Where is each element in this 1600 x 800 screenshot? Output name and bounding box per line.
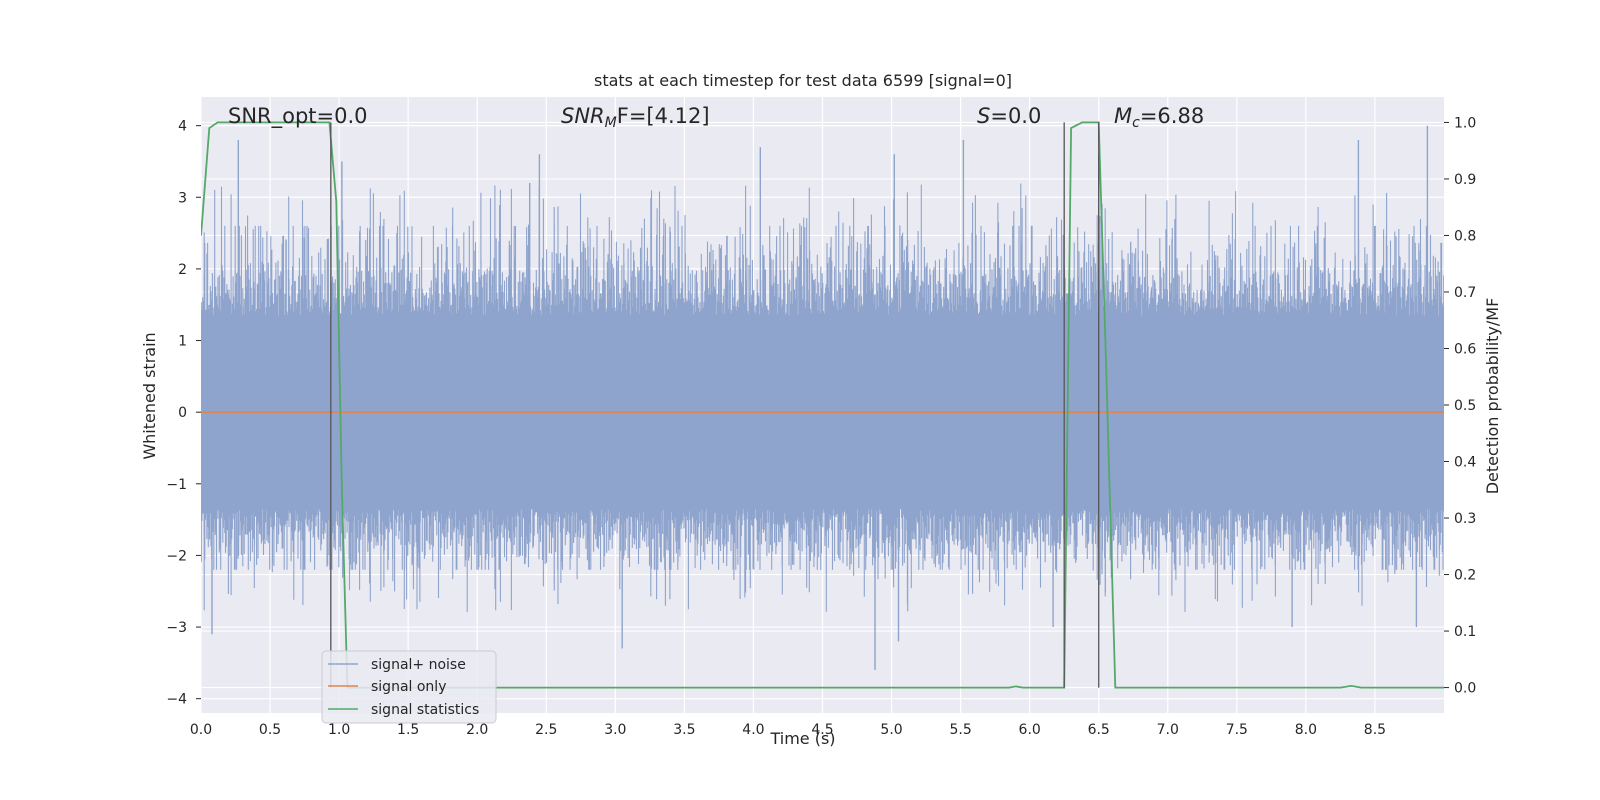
y-tick-label: −4 <box>166 692 187 708</box>
y2-tick-label: 0.0 <box>1454 681 1476 697</box>
signal-statistics-line <box>201 121 1444 689</box>
y2-tick-label: 0.6 <box>1454 341 1476 357</box>
annotations: SNR_opt=0.0 SNRMF=[4.12] S=0.0 Mc=6.88 <box>228 104 1204 131</box>
x-tick-label: 0.5 <box>259 722 281 738</box>
annotation-s: S=0.0 <box>977 104 1041 128</box>
x-tick-label: 6.5 <box>1088 722 1110 738</box>
y2-tick-label: 0.9 <box>1454 172 1476 188</box>
y-axis-left: 4 3 2 1 0 −1 −2 −3 −4 <box>166 119 201 708</box>
y2-axis-label: Detection probability/MF <box>1483 298 1502 495</box>
y-tick-label: 0 <box>178 405 187 421</box>
legend-box <box>321 650 497 724</box>
x-tick-label: 1.0 <box>328 722 350 738</box>
y-tick-label: 3 <box>178 190 187 206</box>
x-axis-label: Time (s) <box>769 729 835 748</box>
x-tick-label: 8.0 <box>1295 722 1317 738</box>
annotation-mc: Mc=6.88 <box>1114 104 1204 131</box>
x-tick-label: 7.5 <box>1226 722 1248 738</box>
y-tick-label: −1 <box>166 477 187 493</box>
y2-tick-label: 0.8 <box>1454 228 1476 244</box>
y2-tick-label: 0.4 <box>1454 455 1476 471</box>
x-axis: 0.0 0.5 1.0 1.5 2.0 2.5 3.0 3.5 4.0 4.5 5.0 5.5 6.0 6… <box>190 722 1386 738</box>
x-tick-label: 2.0 <box>466 722 488 738</box>
x-tick-label: 4.5 <box>811 722 833 738</box>
y2-tick-label: 0.3 <box>1454 511 1476 527</box>
y-tick-label: −3 <box>166 620 187 636</box>
x-tick-label: 3.5 <box>673 722 695 738</box>
y-tick-label: −2 <box>166 548 187 564</box>
chart-title: stats at each timestep for test data 659… <box>594 71 1012 90</box>
legend-label-signal-statistics: signal statistics <box>371 702 479 718</box>
x-tick-label: 6.0 <box>1019 722 1041 738</box>
y-tick-label: 1 <box>178 334 187 350</box>
y-tick-label: 2 <box>178 262 187 278</box>
y2-tick-label: 0.1 <box>1454 624 1476 640</box>
y2-tick-label: 0.7 <box>1454 285 1476 301</box>
x-tick-label: 1.5 <box>397 722 419 738</box>
x-tick-label: 5.0 <box>880 722 902 738</box>
x-tick-label: 2.5 <box>535 722 557 738</box>
x-tick-label: 8.5 <box>1364 722 1386 738</box>
legend: signal+ noise signal only signal statist… <box>321 650 497 724</box>
x-tick-label: 0.0 <box>190 722 212 738</box>
legend-label-signal-noise: signal+ noise <box>371 657 466 673</box>
y-axis-right: 1.0 0.9 0.8 0.7 0.6 0.5 0.4 0.3 0.2 0.1 0.0 <box>1444 115 1476 697</box>
y-axis-label: Whitened strain <box>140 332 159 459</box>
annotation-snr-mf: SNRMF=[4.12] <box>561 104 710 131</box>
y-tick-label: 4 <box>178 119 187 135</box>
x-tick-label: 3.0 <box>604 722 626 738</box>
x-tick-label: 5.5 <box>949 722 971 738</box>
y2-tick-label: 1.0 <box>1454 115 1476 131</box>
vertical-markers <box>330 122 1100 688</box>
noise-trace <box>201 183 1444 612</box>
y2-tick-label: 0.5 <box>1454 398 1476 414</box>
series-lines <box>201 121 1444 689</box>
y2-tick-label: 0.2 <box>1454 568 1476 584</box>
x-tick-label: 4.0 <box>742 722 764 738</box>
legend-label-signal-only: signal only <box>371 679 446 695</box>
annotation-snr-opt: SNR_opt=0.0 <box>228 104 368 129</box>
x-tick-label: 7.0 <box>1157 722 1179 738</box>
